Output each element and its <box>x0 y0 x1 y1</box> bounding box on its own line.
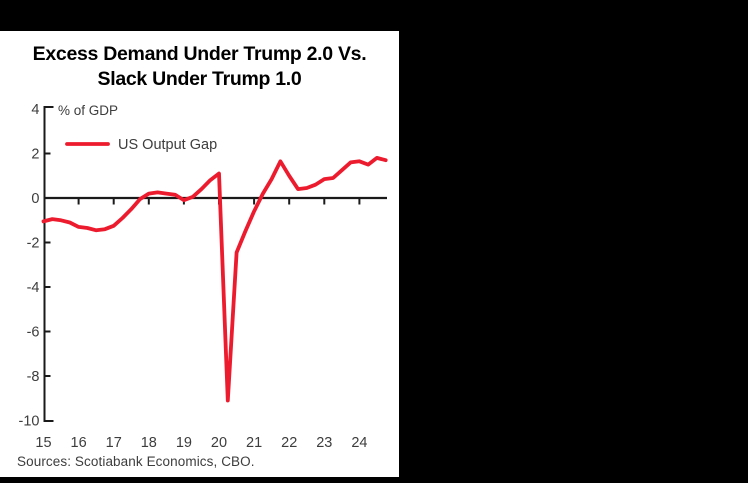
chart-panel: 4 2 0 -2 -4 -6 -8 -10 15 16 17 18 19 20 21 22 23 24% of G… <box>0 31 399 477</box>
x-tick-label: 15 <box>35 435 51 451</box>
x-tick-label: 20 <box>211 435 227 451</box>
y-tick-label: 4 <box>31 102 39 118</box>
legend-label: US Output Gap <box>118 137 217 153</box>
x-tick-label: 16 <box>71 435 87 451</box>
x-tick-label: 19 <box>176 435 192 451</box>
x-tick-label: 23 <box>316 435 332 451</box>
y-axis <box>43 106 54 422</box>
y-tick-label: -10 <box>19 414 40 430</box>
y-tick-label: -4 <box>27 280 40 296</box>
y-tick-label: -6 <box>27 325 40 341</box>
x-tick-label: 24 <box>351 435 367 451</box>
x-tick-label: 17 <box>106 435 122 451</box>
chart-title-line1: Excess Demand Under Trump 2.0 Vs. <box>32 43 367 65</box>
y-tick-label: -8 <box>27 369 40 385</box>
y-tick-label: -2 <box>27 236 40 252</box>
chart-title: Excess Demand Under Trump 2.0 Vs. Slack … <box>0 42 399 92</box>
us-output-gap-line <box>41 156 388 403</box>
y-axis-unit-label: % of GDP <box>58 103 118 118</box>
x-tick-label: 18 <box>141 435 157 451</box>
x-tick-label: 21 <box>246 435 262 451</box>
source-note: Sources: Scotiabank Economics, CBO. <box>17 454 255 469</box>
y-tick-label: 2 <box>31 147 39 163</box>
y-tick-label: 0 <box>31 191 39 207</box>
x-tick-label: 22 <box>281 435 297 451</box>
chart-title-line2: Slack Under Trump 1.0 <box>97 68 302 90</box>
